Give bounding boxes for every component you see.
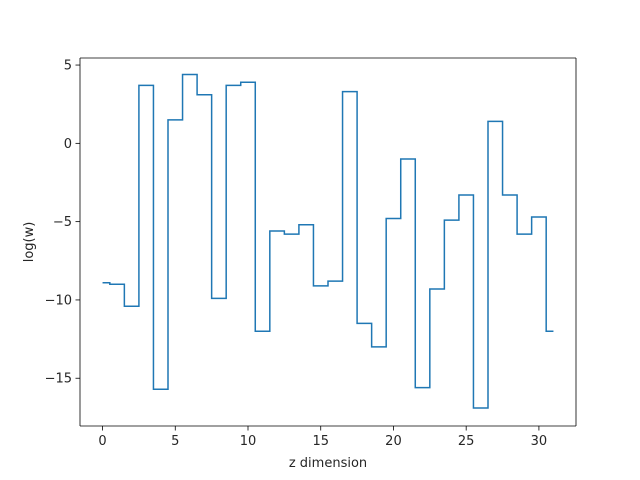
x-tick-label: 10 [240,434,257,449]
x-tick-label: 15 [312,434,329,449]
ticks-layer: 0 5 10 15 20 25 30 5 0 −5 −10 −15 [45,59,548,449]
series-layer [102,73,554,409]
x-tick-label: 5 [171,434,179,449]
x-axis-label: z dimension [289,456,367,471]
x-tick-label: 30 [531,434,548,449]
y-tick-label: −15 [45,372,72,387]
axes-layer [79,57,577,427]
y-tick-label: 5 [64,59,72,74]
y-axis-label: log(w) [22,222,37,263]
series-line-0 [102,73,554,409]
plot-area [80,58,576,426]
x-tick-label: 20 [385,434,402,449]
y-tick-label: −10 [45,293,72,308]
y-tick-label: 0 [64,137,72,152]
y-tick-label: −5 [53,215,72,230]
x-tick-label: 25 [458,434,475,449]
x-tick-label: 0 [98,434,106,449]
